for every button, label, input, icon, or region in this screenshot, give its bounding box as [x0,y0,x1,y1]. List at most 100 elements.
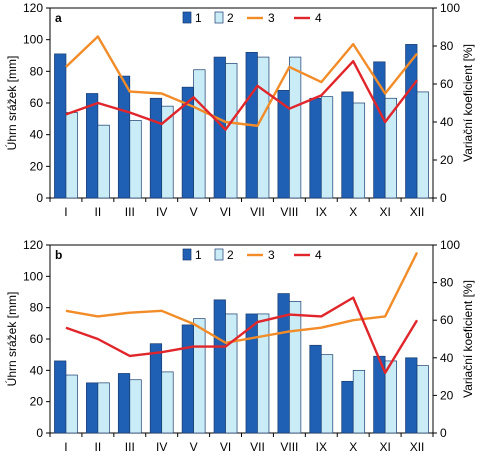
y-tick-label: 20 [30,159,44,173]
y-tick-label: 120 [23,238,43,252]
y2-tick-label: 100 [440,1,460,15]
bar-series-2-II [97,124,110,199]
legend-swatch-2 [214,248,224,261]
x-tick-label: X [349,440,357,454]
bar-series-1-VII [245,313,258,434]
legend-swatch-1 [182,248,192,261]
bar-series-2-III [129,120,142,199]
x-tick-label: IV [156,205,167,219]
bar-series-2-X [352,369,366,434]
line-series-4 [65,296,419,375]
x-tick-label: V [190,440,198,454]
y2-tick-label: 0 [440,426,447,440]
line-series-3 [65,35,418,128]
bar-series-2-IX [320,96,334,199]
y2-tick-label: 80 [440,276,454,290]
y2-axis-title: Variační koeficient [%] [461,44,475,162]
y-tick-label: 60 [30,96,44,110]
legend-swatch-2 [214,11,224,24]
bar-series-1-IV [149,97,163,199]
bar-series-2-XI [384,97,397,199]
bar-series-1-XII [405,357,418,434]
legend: 1 2 3 4 [182,248,322,262]
bar-series-2-XII [416,91,429,199]
legend-label-4: 4 [315,11,322,25]
y-tick-label: 20 [30,395,44,409]
y2-tick-label: 60 [440,77,454,91]
bar-series-1-III [117,373,131,434]
bar-series-2-VII [257,56,270,199]
bar-series-1-I [54,53,67,199]
bar-series-2-I [65,112,78,199]
bar-series-2-XI [384,360,397,434]
y-axis-title: Úhrn srážek [mm] [4,292,19,387]
x-tick-label: VII [250,440,265,454]
bar-series-2-IV [161,105,174,199]
bar-series-2-I [65,374,78,434]
legend-label-1: 1 [195,11,202,25]
y-tick-label: 0 [36,426,43,440]
panel-label: b [55,248,62,262]
x-tick-label: XII [410,440,425,454]
y-tick-label: 40 [30,363,44,377]
bar-series-2-VI [225,313,238,434]
line-series-4 [65,60,418,131]
legend: 1 2 3 4 [182,11,322,25]
bar-series-2-XII [416,365,429,434]
bar-series-1-X [341,91,354,199]
x-tick-label: II [95,205,102,219]
y2-tick-label: 0 [440,191,447,205]
x-tick-label: VIII [280,205,298,219]
bar-series-1-II [86,382,99,434]
bar-series-1-XI [373,61,386,199]
bar-series-1-IV [149,343,163,434]
y-tick-label: 80 [30,301,44,315]
bar-series-2-VIII [289,301,302,434]
y-axis-title: Úhrn srážek [mm] [4,56,19,151]
bar-series-2-VII [257,313,270,434]
legend-label-1: 1 [195,248,202,262]
legend-label-2: 2 [227,248,234,262]
y2-tick-label: 20 [440,388,454,402]
y2-tick-label: 100 [440,238,460,252]
line-series-3 [65,251,419,344]
legend-label-4: 4 [315,248,322,262]
y-tick-label: 80 [30,64,44,78]
bar-series-1-II [86,93,99,199]
bar-series-2-X [352,102,366,199]
bar-series-2-III [129,379,142,434]
legend-label-2: 2 [227,11,234,25]
bar-series-1-VI [213,299,226,434]
y2-axis-title: Variační koeficient [%] [461,280,475,398]
x-tick-label: I [64,205,67,219]
x-tick-label: XII [410,205,425,219]
panel-label: a [55,11,62,25]
bar-series-2-VIII [289,56,302,199]
x-tick-label: X [349,205,357,219]
bar-series-1-I [54,360,67,434]
legend-swatch-1 [182,11,192,24]
x-tick-label: I [64,440,67,454]
x-tick-label: XI [379,440,390,454]
x-tick-label: VI [220,205,231,219]
x-tick-label: IV [156,440,167,454]
bar-series-2-V [193,69,206,199]
y2-tick-label: 60 [440,313,454,327]
y2-tick-label: 80 [440,39,454,53]
bar-series-2-IV [161,371,174,434]
x-tick-label: III [125,440,135,454]
x-tick-label: VI [220,440,231,454]
y-tick-label: 100 [23,269,43,283]
x-tick-label: VII [250,205,265,219]
bar-series-1-IX [309,97,322,199]
y2-tick-label: 40 [440,351,454,365]
bar-series-1-III [117,75,131,199]
bar-series-2-IX [320,354,334,434]
bar-series-2-V [193,318,206,434]
y-tick-label: 100 [23,33,43,47]
x-tick-label: III [125,205,135,219]
